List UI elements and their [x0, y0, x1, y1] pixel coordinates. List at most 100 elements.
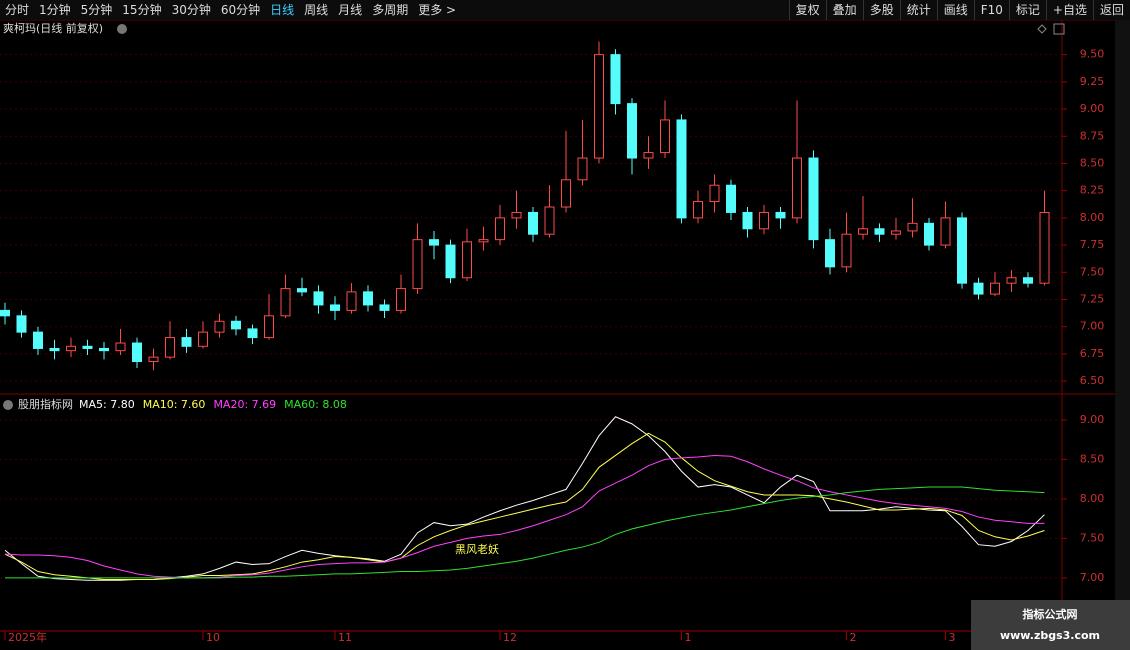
period-button[interactable]: 30分钟	[171, 3, 211, 17]
candle-body	[775, 211, 786, 219]
candle-body	[792, 157, 802, 219]
y-tick-label: 9.00	[1080, 413, 1105, 426]
candle-body	[346, 291, 357, 311]
candle-body	[990, 282, 1000, 295]
candle-body	[412, 239, 423, 290]
candle-body	[379, 304, 390, 311]
candle-body	[693, 201, 703, 219]
indicator-menu[interactable]	[3, 400, 13, 410]
y-tick-label: 8.25	[1080, 184, 1105, 197]
candle-body	[16, 315, 27, 333]
period-button[interactable]: 1分钟	[39, 3, 71, 17]
x-tick-label: 3	[949, 631, 956, 644]
action-button[interactable]: 多股	[862, 0, 900, 20]
candle-body	[49, 347, 60, 352]
candle-body	[280, 288, 291, 317]
candle-body	[198, 331, 208, 347]
action-bar: 复权 叠加 多股 统计 画线 F10 标记 +自选 返回	[788, 0, 1130, 20]
candle-body	[825, 239, 835, 268]
candle-body	[924, 222, 934, 246]
candle-body	[297, 288, 307, 293]
legend-entry: MA60: 8.08	[284, 398, 347, 411]
action-button[interactable]: 叠加	[825, 0, 863, 20]
candle-body	[577, 157, 588, 181]
candle-body	[676, 119, 687, 219]
action-button[interactable]: 标记	[1008, 0, 1046, 20]
period-button[interactable]: 60分钟	[220, 3, 261, 17]
period-button[interactable]: 多周期	[372, 3, 409, 17]
candle-body	[874, 228, 885, 235]
candle-body	[363, 291, 373, 306]
candle-body	[940, 217, 951, 246]
candle-body	[841, 233, 852, 268]
candle-body	[891, 230, 901, 235]
watermark-title: 指标公式网	[1023, 607, 1078, 621]
indicator-title: 股朋指标网	[18, 397, 73, 411]
candle-body	[610, 54, 621, 105]
candle-body	[808, 157, 819, 241]
period-button[interactable]: 日线	[270, 3, 295, 17]
y-tick-label: 7.50	[1080, 531, 1105, 544]
x-tick-label: 10	[206, 631, 220, 644]
y-tick-label: 8.75	[1080, 129, 1105, 142]
candle-body	[709, 184, 720, 203]
action-button[interactable]: 统计	[899, 0, 937, 20]
legend-entry: MA20: 7.69	[213, 398, 276, 411]
x-tick-label: 11	[338, 631, 352, 644]
watermark-box	[971, 600, 1130, 650]
period-bar: 分时 1分钟 5分钟 15分钟 30分钟 60分钟 日线 周线 月线 多周期 更多 >	[0, 0, 789, 20]
x-tick-label: 12	[503, 631, 517, 644]
action-button[interactable]: F10	[973, 0, 1009, 20]
candle-body	[330, 304, 340, 311]
period-button[interactable]: 分时	[5, 3, 30, 17]
period-button[interactable]: 5分钟	[80, 3, 113, 17]
candle-body	[627, 103, 637, 159]
candle-body	[726, 184, 736, 213]
candle-body	[544, 206, 555, 235]
y-tick-label: 7.25	[1080, 293, 1105, 306]
candle-body	[214, 320, 225, 333]
action-button[interactable]: 画线	[936, 0, 974, 20]
period-button[interactable]: 月线	[338, 3, 363, 17]
y-tick-label: 7.75	[1080, 238, 1105, 251]
x-tick-label: 2025年	[8, 630, 47, 644]
candle-body	[660, 119, 670, 154]
candle-body	[1039, 211, 1050, 284]
candle-body	[0, 309, 10, 317]
y-tick-label: 8.50	[1080, 452, 1105, 465]
candle-body	[1023, 277, 1033, 284]
period-button[interactable]: 周线	[304, 3, 329, 17]
title-menu[interactable]	[117, 24, 127, 34]
y-tick-label: 8.00	[1080, 211, 1105, 224]
period-button[interactable]: 15分钟	[122, 3, 162, 17]
y-tick-label: 9.25	[1080, 75, 1105, 88]
candle-body	[247, 328, 258, 339]
action-button[interactable]: 返回	[1092, 0, 1130, 20]
candle-body	[594, 54, 604, 159]
y-tick-label: 6.75	[1080, 347, 1105, 360]
action-button[interactable]: 复权	[788, 0, 826, 20]
candle-body	[907, 222, 918, 232]
candle-body	[181, 337, 192, 347]
side-strip	[1115, 20, 1130, 650]
candle-body	[528, 211, 538, 235]
legend-entry: MA5: 7.80	[79, 398, 135, 411]
candle-body	[445, 244, 456, 279]
candle-body	[643, 152, 654, 159]
candle-body	[66, 345, 76, 352]
candle-body	[231, 320, 241, 330]
y-tick-label: 9.00	[1080, 102, 1105, 115]
y-tick-label: 8.50	[1080, 156, 1105, 169]
candle-body	[495, 217, 505, 241]
candle-body	[957, 217, 967, 284]
candle-body	[313, 291, 324, 306]
icon[interactable]	[1053, 23, 1065, 35]
y-tick-label: 7.00	[1080, 320, 1105, 333]
legend-entry: MA10: 7.60	[143, 398, 206, 411]
action-button[interactable]: +自选	[1045, 0, 1093, 20]
period-button[interactable]: 更多 >	[418, 3, 457, 17]
candle-body	[99, 347, 109, 352]
ma-line	[4, 432, 1045, 580]
icon[interactable]	[1037, 24, 1047, 34]
candle-body	[742, 211, 753, 230]
